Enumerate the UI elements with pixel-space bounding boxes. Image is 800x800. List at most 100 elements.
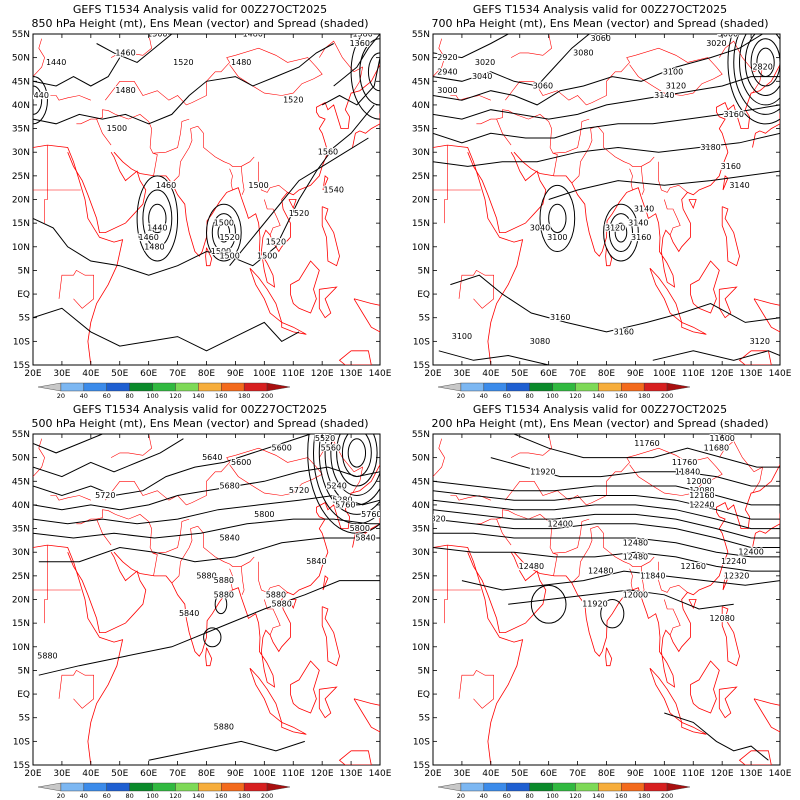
height-contour-closed	[367, 52, 380, 92]
country-border	[447, 145, 481, 191]
country-border	[552, 118, 590, 154]
contour-label: 3140	[628, 219, 648, 228]
colorbar-segment	[175, 382, 199, 392]
colorbar-label: 40	[80, 792, 88, 800]
map-layers: 3060302030002840282029202940300030203040…	[433, 34, 780, 365]
panel-subtitle: 500 hPa Height (mt), Ens Mean (vector) a…	[31, 417, 369, 430]
colorbar-segment	[198, 782, 222, 792]
contour-label: 5880	[214, 590, 234, 599]
contour-label: 1520	[173, 58, 193, 67]
height-contour-closed	[217, 222, 231, 243]
country-border	[658, 161, 688, 193]
height-contour	[433, 518, 780, 548]
colorbar-segment	[506, 382, 530, 392]
contour-label: 3100	[663, 67, 683, 76]
country-border	[50, 95, 91, 101]
y-tick-label: EQ	[417, 290, 430, 300]
height-contour-closed	[744, 34, 780, 96]
height-contour	[433, 132, 780, 167]
country-border	[240, 566, 245, 595]
height-contour	[433, 490, 780, 520]
y-tick-label: 10N	[412, 243, 430, 253]
contour-label: 11680	[704, 444, 729, 453]
height-contour-closed	[33, 85, 43, 115]
country-border	[47, 145, 81, 191]
height-contour-closed	[313, 434, 380, 525]
height-contour	[508, 589, 734, 610]
contour-label: 3020	[475, 58, 495, 67]
coastline	[681, 322, 707, 335]
colorbar-segment	[598, 382, 622, 392]
coastline	[753, 298, 780, 333]
height-contour	[652, 350, 780, 361]
colorbar-segment	[643, 382, 668, 392]
contour-label: 1460	[138, 233, 158, 242]
coastline	[433, 144, 524, 365]
country-border	[658, 561, 688, 593]
height-contour-closed	[600, 599, 625, 629]
country-border	[258, 161, 288, 193]
contour-label: 12240	[689, 500, 714, 509]
y-tick-label: 50N	[12, 54, 30, 64]
height-contour	[433, 34, 590, 87]
country-border	[33, 189, 48, 224]
y-tick-label: 35N	[412, 125, 430, 135]
y-tick-label: 5N	[418, 666, 430, 676]
y-tick-label: 45N	[12, 77, 30, 87]
contour-label: 3060	[533, 82, 553, 91]
country-border	[510, 34, 552, 58]
colorbar-label: 40	[480, 392, 488, 400]
contour-label: 1520	[289, 209, 309, 218]
country-border	[171, 525, 255, 584]
y-tick-label: 55N	[12, 30, 30, 40]
contour-label: 1500	[211, 247, 231, 256]
colorbar-label: 200	[261, 792, 273, 800]
contour-label: 1520	[283, 96, 303, 105]
height-contour	[33, 57, 121, 87]
colorbar-segment	[598, 782, 622, 792]
country-border	[105, 47, 323, 106]
coastline	[289, 660, 320, 714]
country-border	[319, 440, 364, 494]
coastline	[681, 722, 707, 735]
contour-label: 5720	[289, 486, 309, 495]
panel-title: GEFS T1534 Analysis valid for 00Z27OCT20…	[472, 3, 728, 16]
contour-label: 11840	[675, 467, 700, 476]
y-tick-label: 10N	[412, 643, 430, 653]
country-border	[571, 125, 655, 184]
y-tick-label: 55N	[412, 430, 430, 440]
country-border	[229, 168, 233, 191]
panel-200hpa: GEFS T1534 Analysis valid for 00Z27OCT20…	[400, 400, 800, 800]
coastline	[281, 322, 307, 335]
country-border	[496, 509, 558, 576]
colorbar-label: 80	[525, 792, 533, 800]
contour-label: 3040	[472, 72, 492, 81]
contour-label: 1500	[257, 252, 277, 261]
height-contour	[438, 350, 549, 365]
contour-label: 1440	[46, 58, 66, 67]
x-tick-label: 30E	[53, 769, 70, 779]
contour-label: 12000	[686, 477, 711, 486]
x-tick-label: 140E	[369, 769, 392, 779]
x-tick-label: 20E	[424, 369, 441, 379]
x-tick-label: 130E	[340, 369, 363, 379]
map-850hpa: 1500 148014601480152014801500146014401460…	[12, 30, 392, 400]
y-tick-label: 50N	[412, 454, 430, 464]
colorbar-label: 180	[638, 392, 650, 400]
x-tick-label: 80E	[598, 769, 615, 779]
x-tick-label: 30E	[453, 769, 470, 779]
contour-label: 3160	[721, 162, 741, 171]
x-tick-label: 70E	[569, 369, 586, 379]
y-tick-label: 20N	[12, 596, 30, 606]
panel-subtitle: 700 hPa Height (mt), Ens Mean (vector) a…	[431, 17, 769, 30]
colorbar-label: 120	[169, 392, 181, 400]
contour-label: 5800	[350, 524, 370, 533]
country-border	[719, 40, 764, 94]
y-tick-label: 40N	[412, 101, 430, 111]
colorbar-segment	[552, 782, 576, 792]
contour-label: 5840	[355, 534, 375, 543]
colorbar-label: 140	[592, 392, 604, 400]
y-tick-label: EQ	[417, 690, 430, 700]
contour-label: 5240	[326, 482, 346, 491]
colorbar-segment	[266, 382, 291, 392]
